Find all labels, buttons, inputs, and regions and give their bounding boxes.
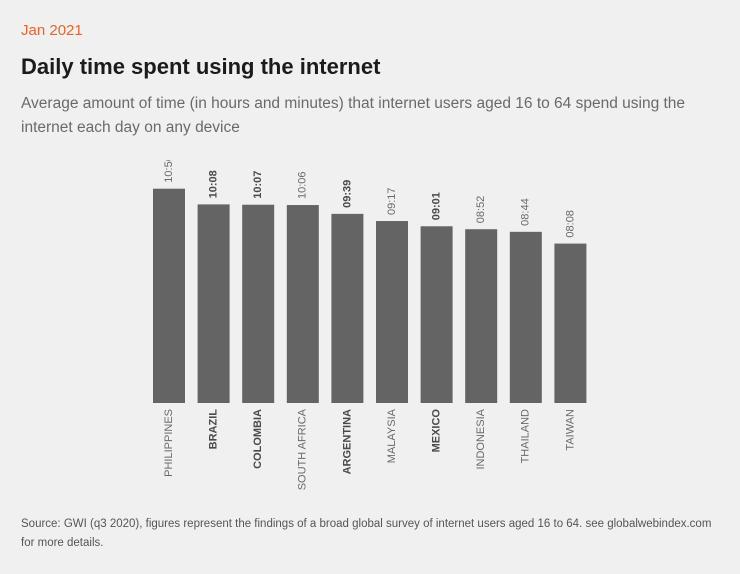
chart-title: Daily time spent using the internet bbox=[21, 54, 381, 79]
value-label: 10:56 bbox=[163, 160, 175, 183]
bar-chart: 10:56 PHILIPPINES 10:08 BRAZIL 10:07 COLOMBIA… bbox=[153, 160, 587, 490]
category-label: MALAYSIA bbox=[386, 408, 398, 463]
value-label: 08:44 bbox=[520, 198, 532, 226]
category-label: ARGENTINA bbox=[341, 409, 353, 474]
category-label: TAIWAN bbox=[564, 409, 576, 451]
bar-indonesia bbox=[465, 229, 498, 403]
value-label: 10:07 bbox=[252, 171, 264, 199]
category-label: INDONESIA bbox=[475, 408, 487, 469]
bar-taiwan bbox=[554, 243, 587, 403]
chart-subtitle: Average amount of time (in hours and min… bbox=[21, 95, 686, 136]
bar-south-africa bbox=[286, 205, 319, 403]
category-label: THAILAND bbox=[520, 409, 532, 463]
value-label: 08:52 bbox=[475, 196, 487, 224]
source-note: Source: GWI (q3 2020), figures represent… bbox=[21, 518, 712, 549]
value-label: 10:06 bbox=[297, 172, 309, 200]
category-label: PHILIPPINES bbox=[163, 409, 175, 477]
value-label: 09:01 bbox=[431, 192, 443, 220]
bar-colombia bbox=[242, 204, 275, 403]
value-label: 08:08 bbox=[564, 210, 576, 238]
bar-argentina bbox=[331, 213, 364, 403]
bar-thailand bbox=[509, 231, 542, 403]
bar-mexico bbox=[420, 226, 453, 403]
category-label: COLOMBIA bbox=[252, 409, 264, 469]
value-label: 10:08 bbox=[208, 170, 220, 198]
category-label: SOUTH AFRICA bbox=[297, 408, 309, 490]
category-label: BRAZIL bbox=[208, 409, 220, 450]
value-label: 09:39 bbox=[341, 180, 353, 208]
bar-philippines bbox=[153, 188, 185, 403]
category-label: MEXICO bbox=[431, 409, 443, 453]
bar-malaysia bbox=[376, 221, 408, 403]
bar-brazil bbox=[197, 204, 230, 403]
date-label: Jan 2021 bbox=[21, 22, 83, 39]
value-label: 09:17 bbox=[386, 188, 398, 216]
